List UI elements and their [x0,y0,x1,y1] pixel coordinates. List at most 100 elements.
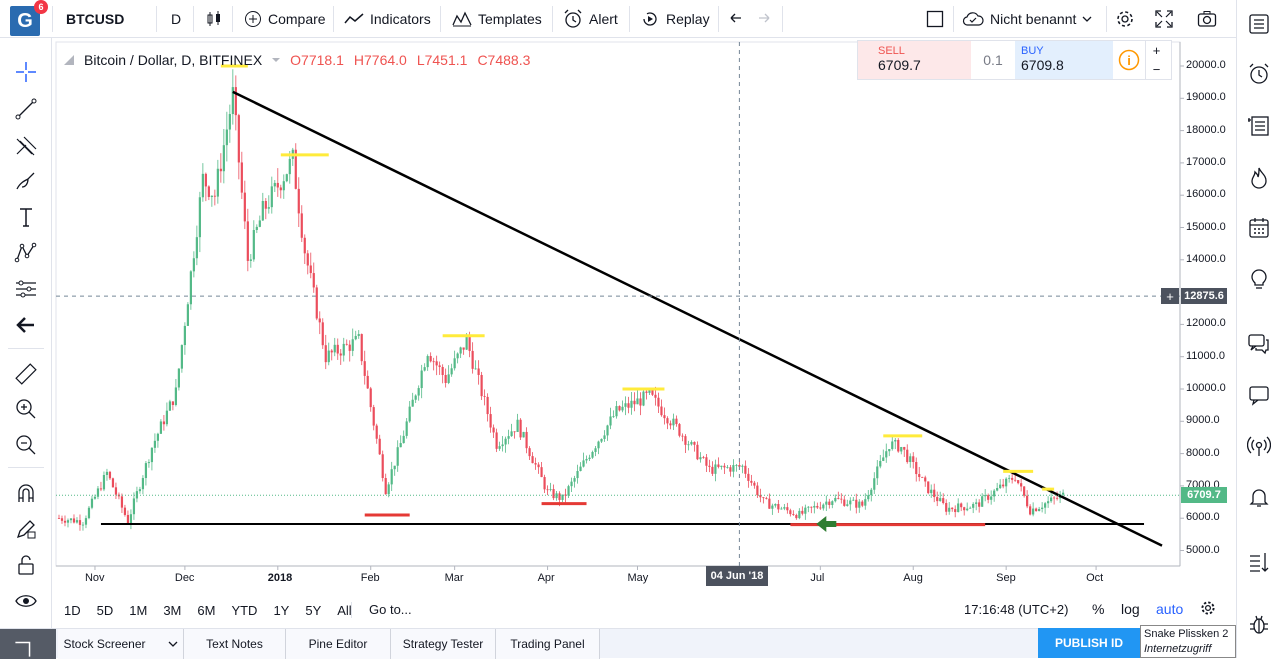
notifications-button[interactable] [1245,483,1273,511]
candle-body [951,507,954,510]
compare-button[interactable]: Compare [244,0,326,38]
fullscreen-button[interactable] [1155,0,1173,38]
candle-body [756,485,759,496]
hotlist-button[interactable] [1245,164,1273,192]
candle-body [72,518,76,523]
undo-button[interactable] [728,0,744,38]
range-button[interactable]: 5D [96,602,114,618]
decrease-quantity-button[interactable]: − [1152,62,1161,77]
candle-body [237,115,240,163]
candle-body [351,339,354,351]
tab-strategy-tester[interactable]: Strategy Tester [391,629,496,659]
ohlc-open: O7718.1 [290,52,344,68]
percent-scale-button[interactable]: % [1092,601,1105,617]
candle-body [159,421,163,434]
candle-body [579,466,582,472]
chevron-down-icon[interactable] [272,56,281,64]
candle-body [744,465,747,474]
measure-tool[interactable] [12,360,40,388]
range-button[interactable]: 1Y [273,602,290,618]
trendline-tool[interactable] [12,95,40,123]
text-tool[interactable] [12,203,40,231]
candle-body [384,478,387,495]
templates-button[interactable]: Templates [452,0,542,38]
pitchfork-tool[interactable] [12,131,40,159]
collapse-legend-icon[interactable] [64,55,74,65]
toolbar-divider [52,6,53,32]
range-button[interactable]: 5Y [305,602,322,618]
candle-body [225,129,228,146]
calendar-button[interactable] [1245,214,1273,242]
price-tick-label: 15000.0 [1186,220,1226,233]
chart-properties-button[interactable] [1200,600,1216,619]
candle-body [357,334,360,336]
panel-collapse-button[interactable] [0,629,56,659]
range-button[interactable]: All [337,602,352,618]
candle-body [273,182,276,187]
chats-button[interactable] [1245,330,1273,358]
back-tool[interactable] [12,311,40,339]
magnet-tool[interactable] [12,480,40,508]
zoom-in-tool[interactable] [12,395,40,423]
trade-info-button[interactable]: i [1113,41,1145,79]
tool-divider [8,467,44,468]
lock-drawings-tool[interactable] [12,551,40,579]
series-title[interactable]: Bitcoin / Dollar, D, BITFINEX [84,52,263,68]
tab-trading-panel[interactable]: Trading Panel [496,629,600,659]
save-layout-button[interactable]: Nicht benannt [962,0,1092,38]
camera-icon [1197,11,1217,27]
range-button[interactable]: 3M [163,602,182,618]
buy-button[interactable]: BUY 6709.8 [1015,41,1113,79]
range-button[interactable]: 6M [197,602,216,618]
candle-body [381,454,384,479]
patterns-tool[interactable] [12,239,40,267]
tab-pine-editor[interactable]: Pine Editor [286,629,391,659]
prediction-tool[interactable] [12,275,40,303]
alert-button[interactable]: Alert [563,0,618,38]
watchlist-button[interactable] [1245,10,1273,38]
chart-type-button[interactable] [205,0,223,38]
candle-body [849,500,852,505]
range-button[interactable]: 1M [129,602,148,618]
ideas-button[interactable] [1245,265,1273,293]
auto-scale-button[interactable]: auto [1156,601,1184,617]
interval-button[interactable]: D [171,11,182,27]
sell-button[interactable]: SELL 6709.7 [858,41,971,79]
stay-in-drawing-tool[interactable] [12,515,40,543]
app-logo[interactable]: G 6 [10,0,48,36]
crosshair-tool[interactable] [12,58,40,86]
snapshot-button[interactable] [1197,0,1217,38]
unlock-icon [18,555,34,575]
alerts-button[interactable] [1245,60,1273,88]
streams-button[interactable] [1245,381,1273,409]
timezone-clock[interactable]: 17:16:48 (UTC+2) [964,602,1069,617]
symbol-search-button[interactable]: BTCUSD [66,11,125,27]
quantity-stepper: + − [1145,41,1167,79]
candle-body [138,489,142,492]
data-window-button[interactable] [1245,112,1273,140]
brush-tool[interactable] [12,167,40,195]
toolbar-divider [782,6,783,32]
indicators-button[interactable]: Indicators [344,0,431,38]
settings-button[interactable] [1115,0,1135,38]
range-button[interactable]: 1D [64,602,81,618]
increase-quantity-button[interactable]: + [1152,43,1161,58]
time-tick-label: Nov [84,572,105,584]
redo-button[interactable] [756,0,772,38]
tab-stock-screener[interactable]: Stock Screener [58,629,184,659]
publish-idea-button[interactable]: PUBLISH ID [1038,628,1140,658]
fullscreen-layout-button[interactable] [926,0,944,38]
broadcast-button[interactable] [1245,432,1273,460]
candle-body [678,424,681,436]
order-panel-button[interactable] [1245,548,1273,576]
add-alert-plus-button[interactable]: + [1161,288,1179,305]
tab-text-notes[interactable]: Text Notes [184,629,286,659]
hide-drawings-tool[interactable] [12,587,40,615]
replay-button[interactable]: Replay [640,0,710,38]
range-button[interactable]: YTD [231,602,258,618]
go-to-date-button[interactable]: Go to... [369,602,412,617]
zoom-out-tool[interactable] [12,431,40,459]
help-button[interactable] [1245,610,1273,638]
log-scale-button[interactable]: log [1121,601,1140,617]
